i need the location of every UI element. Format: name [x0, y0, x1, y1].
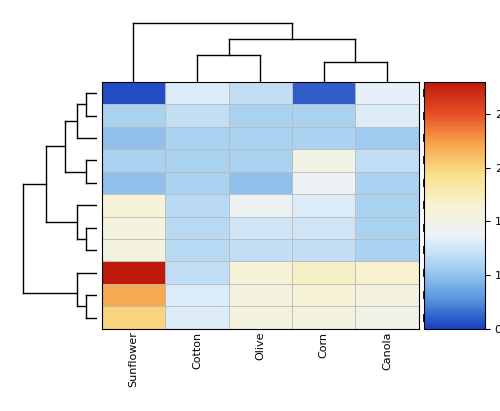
Bar [102, 172, 165, 194]
Bar [102, 217, 165, 239]
Bar [228, 194, 292, 217]
Bar [292, 104, 356, 127]
Bar [165, 104, 228, 127]
Bar [228, 239, 292, 261]
Bar [292, 172, 356, 194]
Bar [228, 127, 292, 149]
Bar [356, 127, 419, 149]
Bar [356, 172, 419, 194]
Bar [165, 172, 228, 194]
Bar [292, 217, 356, 239]
Bar [292, 261, 356, 284]
Bar [228, 217, 292, 239]
Bar [102, 261, 165, 284]
Bar [228, 284, 292, 306]
Bar [165, 261, 228, 284]
Bar [228, 104, 292, 127]
Bar [292, 306, 356, 329]
Bar [165, 217, 228, 239]
Bar [292, 239, 356, 261]
Bar [292, 194, 356, 217]
Bar [356, 306, 419, 329]
Bar [102, 239, 165, 261]
Bar [356, 82, 419, 104]
Bar [356, 239, 419, 261]
Bar [165, 149, 228, 172]
Bar [102, 127, 165, 149]
Bar [165, 82, 228, 104]
Bar [102, 149, 165, 172]
Bar [102, 306, 165, 329]
Bar [102, 194, 165, 217]
Bar [102, 104, 165, 127]
Bar [356, 261, 419, 284]
Bar [228, 149, 292, 172]
Bar [292, 127, 356, 149]
Bar [356, 284, 419, 306]
Bar [228, 306, 292, 329]
Bar [165, 127, 228, 149]
Bar [165, 284, 228, 306]
Bar [356, 217, 419, 239]
Bar [356, 149, 419, 172]
Bar [356, 194, 419, 217]
Bar [228, 261, 292, 284]
Bar [228, 172, 292, 194]
Bar [292, 149, 356, 172]
Bar [165, 306, 228, 329]
Bar [356, 104, 419, 127]
Bar [102, 82, 165, 104]
Bar [228, 82, 292, 104]
Bar [292, 82, 356, 104]
Bar [102, 284, 165, 306]
Bar [165, 239, 228, 261]
Bar [292, 284, 356, 306]
Bar [165, 194, 228, 217]
